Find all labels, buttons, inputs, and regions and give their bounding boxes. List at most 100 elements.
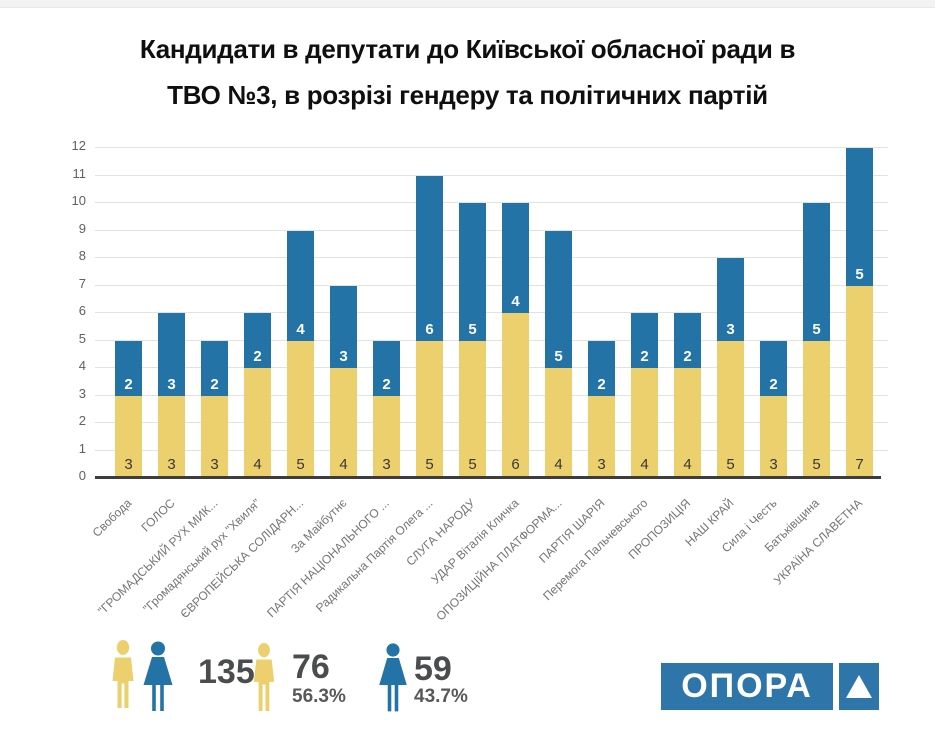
opora-logo-square [839, 663, 879, 710]
bar-segment-women: 2 [244, 313, 271, 368]
bar-segment-men: 3 [158, 395, 185, 478]
bar-segment-men: 5 [287, 340, 314, 478]
bar-segment-women: 5 [803, 203, 830, 341]
women-percent-value: 43.7% [414, 686, 468, 707]
men-value-label: 5 [812, 456, 821, 473]
gridline [95, 339, 888, 341]
total-candidates-value: 135 [198, 653, 255, 691]
y-tick-label: 8 [78, 248, 86, 263]
women-value-label: 2 [210, 375, 219, 393]
men-value-label: 5 [296, 456, 305, 473]
men-value-label: 4 [683, 456, 692, 473]
women-value-label: 2 [253, 348, 262, 365]
men-value-label: 5 [425, 456, 434, 473]
bar-segment-men: 5 [459, 340, 486, 478]
triangle-icon [846, 675, 872, 698]
gridline [95, 229, 888, 231]
women-value-label: 5 [812, 320, 821, 338]
opora-logo: ОПОРА [661, 663, 879, 710]
women-value-label: 5 [855, 265, 864, 283]
bar-segment-women: 2 [631, 313, 658, 368]
y-tick-label: 3 [78, 385, 86, 401]
men-count-value: 76 [292, 648, 330, 686]
bar-segment-men: 5 [717, 340, 744, 478]
men-value-label: 3 [167, 456, 176, 473]
men-value-label: 3 [597, 456, 606, 473]
men-value-label: 7 [855, 456, 864, 473]
bar-segment-women: 2 [373, 340, 400, 396]
men-value-label: 4 [253, 456, 262, 473]
gridline [95, 174, 888, 176]
gridline [95, 257, 888, 258]
bar-segment-men: 3 [588, 395, 615, 478]
x-label-slot: УКРАЇНА СЛАВЕТНА [771, 488, 881, 628]
women-value-label: 4 [296, 320, 305, 338]
bar-segment-women: 5 [846, 148, 873, 286]
man-icon [253, 643, 275, 711]
men-value-label: 4 [339, 456, 348, 473]
bar-segment-men: 7 [846, 285, 873, 478]
women-value-label: 2 [382, 375, 391, 393]
bar-segment-women: 6 [416, 175, 443, 341]
women-count-value: 59 [414, 650, 452, 688]
men-value-label: 3 [769, 456, 778, 473]
women-value-label: 5 [468, 320, 477, 338]
chart-title-line1: Кандидати в депутати до Київської обласн… [139, 34, 796, 64]
y-tick-label: 4 [78, 358, 86, 373]
women-value-label: 2 [124, 375, 133, 393]
gridline [95, 284, 888, 286]
gridline [95, 394, 888, 396]
bar-segment-men: 4 [330, 368, 357, 478]
men-value-label: 3 [382, 456, 391, 473]
x-axis-line [95, 476, 881, 479]
y-tick-label: 10 [71, 193, 86, 208]
top-strip [0, 0, 935, 8]
men-value-label: 6 [511, 456, 520, 473]
men-percent-value: 56.3% [292, 686, 346, 707]
bar-segment-women: 3 [158, 313, 185, 396]
y-tick-label: 1 [78, 440, 86, 456]
bar-segment-women: 2 [760, 340, 787, 396]
gridline [95, 422, 888, 423]
x-label-slot: ПРОПОЗИЦІЯ [626, 488, 709, 628]
men-value-label: 5 [468, 456, 477, 473]
y-tick-label: 9 [78, 220, 86, 236]
gridline [95, 202, 888, 203]
men-value-label: 4 [554, 456, 563, 473]
women-value-label: 3 [726, 320, 735, 338]
man-and-woman-icon [112, 640, 173, 711]
bar-segment-men: 4 [244, 368, 271, 478]
y-tick-label: 0 [78, 468, 86, 483]
gridline [95, 449, 888, 451]
bar-segment-men: 4 [674, 368, 701, 478]
women-value-label: 2 [769, 375, 778, 393]
y-tick-label: 6 [78, 303, 86, 318]
y-tick-label: 7 [78, 275, 86, 291]
man-icon [112, 640, 134, 708]
bar-segment-women: 3 [330, 285, 357, 368]
